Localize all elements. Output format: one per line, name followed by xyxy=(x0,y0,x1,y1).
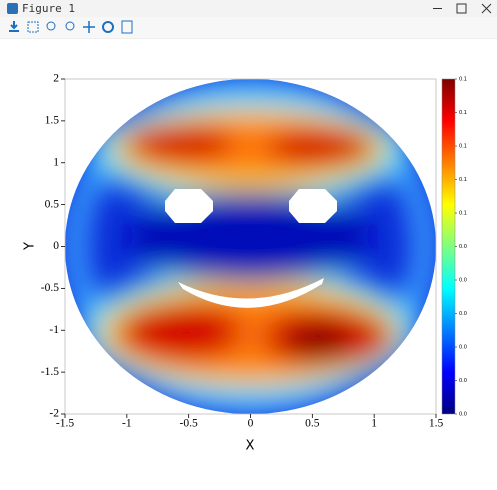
configure-button[interactable] xyxy=(121,20,133,34)
colorbar-tick-label: 0.1 xyxy=(459,144,467,150)
close-button[interactable] xyxy=(481,3,492,14)
x-tick-label: -0.5 xyxy=(180,418,198,430)
x-tick-label: -1.5 xyxy=(56,418,74,430)
colorbar-tick-label: 0.0 xyxy=(459,311,467,317)
zoom-rect-button[interactable] xyxy=(27,21,39,33)
colorbar-tick-label: 0.1 xyxy=(459,110,467,116)
x-tick-label: 1 xyxy=(371,418,377,430)
colorbar-tick-label: 0.1 xyxy=(459,77,467,83)
save-button[interactable] xyxy=(9,21,19,32)
y-tick-label: 0 xyxy=(53,240,59,252)
y-tick-label: -0.5 xyxy=(41,282,59,294)
x-tick-label: 0.5 xyxy=(305,418,320,430)
colorbar xyxy=(441,78,456,415)
zoom-out-button[interactable] xyxy=(65,21,75,31)
toolbar-icons xyxy=(9,20,133,34)
y-tick-label: 0.5 xyxy=(45,198,60,210)
right-eye xyxy=(289,189,337,223)
figure: X Y -1.5 -1 -0.5 0 0.5 1 1.5-2-1.5-1-0.500.511… xyxy=(23,73,467,454)
x-tick-label: -1 xyxy=(122,418,132,430)
pan-button[interactable] xyxy=(83,21,95,33)
app-icon xyxy=(7,3,18,14)
x-tick-label: 0 xyxy=(248,418,254,430)
y-tick-label: 1 xyxy=(53,156,59,168)
x-axis-label: X xyxy=(246,439,255,454)
colorbar-tick-label: 0.0 xyxy=(459,412,467,418)
y-tick-label: -1 xyxy=(49,324,59,336)
colorbar-tick-label: 0.0 xyxy=(459,378,467,384)
colorbar-tick-label: 0.0 xyxy=(459,278,467,284)
x-tick-label: 1.5 xyxy=(429,418,444,430)
zoom-in-button[interactable] xyxy=(46,21,56,31)
title-icons xyxy=(7,3,492,14)
home-button[interactable] xyxy=(102,21,114,33)
toolbar xyxy=(0,17,497,39)
y-axis-label: Y xyxy=(23,242,38,251)
heatmap-field xyxy=(65,79,436,414)
colorbar-tick-label: 0.0 xyxy=(459,244,467,250)
title-bar: Figure 1 xyxy=(0,0,497,17)
colorbar-tick-label: 0.1 xyxy=(459,211,467,217)
colorbar-tick-label: 0.0 xyxy=(459,345,467,351)
y-tick-label: -1.5 xyxy=(41,366,59,378)
y-tick-label: 2 xyxy=(53,73,59,85)
maximize-button[interactable] xyxy=(456,3,467,14)
y-tick-label: -2 xyxy=(49,408,59,420)
y-tick-label: 1.5 xyxy=(45,115,60,127)
heatmap xyxy=(65,79,436,414)
colorbar-tick-label: 0.1 xyxy=(459,177,467,183)
mouth xyxy=(178,278,324,308)
left-eye xyxy=(165,189,213,223)
window-title: Figure 1 xyxy=(22,2,75,15)
